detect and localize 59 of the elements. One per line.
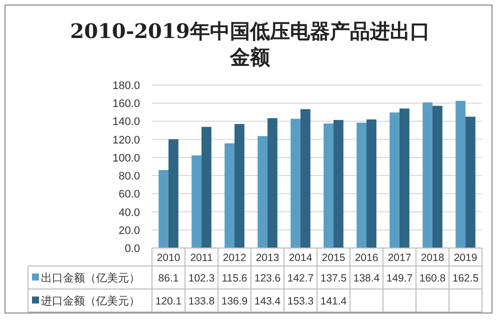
y-tick-label: 60.0 (118, 188, 140, 201)
bar (334, 120, 344, 248)
x-tick-label: 2016 (354, 252, 378, 264)
data-label: 162.5 (452, 272, 479, 284)
bar (366, 119, 376, 248)
y-tick-label: 40.0 (118, 206, 140, 219)
data-label: 141.4 (320, 296, 347, 308)
data-label: 115.6 (222, 272, 248, 284)
bar (224, 143, 234, 248)
data-label: 143.4 (254, 296, 281, 308)
bar (268, 118, 278, 248)
y-tick-label: 180.0 (112, 80, 140, 92)
x-tick-label: 2018 (420, 252, 444, 264)
bar (456, 100, 466, 248)
x-tick-label: 2012 (222, 252, 246, 264)
data-label: 149.7 (386, 272, 413, 284)
bar (168, 139, 178, 248)
bar (300, 109, 310, 248)
chart-title: 2010-2019年中国低压电器产品进出口金额 (70, 19, 430, 69)
bar (390, 112, 400, 248)
bar (158, 170, 168, 248)
data-label: 120.1 (155, 296, 182, 308)
bar (258, 136, 268, 248)
bar (422, 102, 432, 248)
y-tick-label: 160.0 (112, 98, 140, 110)
x-tick-label: 2014 (288, 252, 312, 264)
data-label: 133.8 (188, 296, 215, 308)
data-label: 86.1 (158, 272, 179, 284)
data-label: 123.6 (254, 272, 281, 284)
data-label: 102.3 (188, 272, 215, 284)
x-tick-label: 2019 (454, 252, 478, 264)
data-label: 160.8 (419, 272, 446, 284)
bar (202, 126, 212, 248)
y-tick-label: 140.0 (112, 116, 140, 128)
y-tick-label: 120.0 (112, 134, 140, 146)
y-tick-label: 100.0 (112, 152, 140, 164)
data-label: 153.3 (287, 296, 314, 308)
x-tick-label: 2017 (388, 252, 412, 264)
x-tick-label: 2015 (322, 252, 346, 264)
bar (324, 123, 334, 248)
x-tick-label: 2013 (256, 252, 280, 264)
y-tick-label: 80.0 (118, 170, 140, 183)
legend-label: 出口金额（亿美元） (41, 272, 140, 284)
data-label: 137.5 (320, 272, 347, 284)
bar (466, 116, 476, 248)
bar (432, 106, 442, 248)
bar (290, 118, 300, 248)
data-label: 142.7 (287, 272, 314, 284)
bar (400, 108, 410, 248)
bar (234, 124, 244, 248)
x-tick-label: 2010 (156, 252, 180, 264)
y-tick-label: 20.0 (118, 224, 140, 237)
data-label: 136.9 (221, 296, 248, 308)
x-tick-label: 2011 (190, 252, 213, 264)
data-label: 138.4 (353, 272, 380, 284)
y-tick-label: 0.0 (124, 243, 140, 255)
bar (356, 122, 366, 248)
bar (192, 155, 202, 248)
legend-label: 进口金额（亿美元） (41, 294, 140, 308)
